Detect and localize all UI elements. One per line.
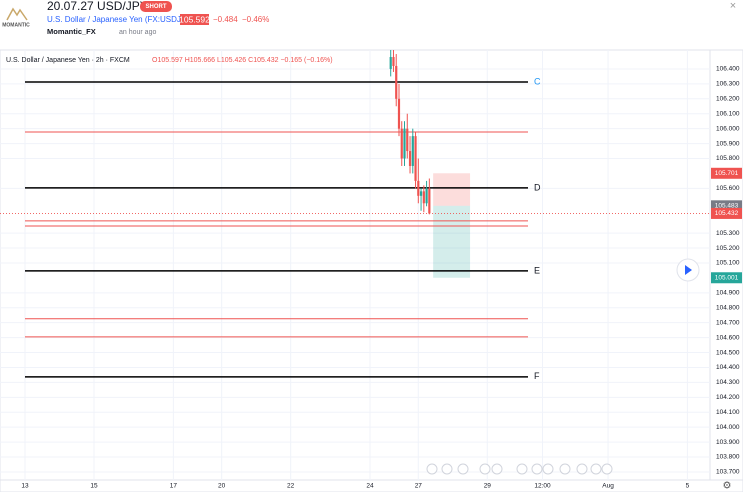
target-zone xyxy=(433,205,471,278)
y-tick-label: 105.100 xyxy=(716,260,740,267)
x-tick-label: 27 xyxy=(415,483,423,490)
price-box xyxy=(180,14,209,25)
event-icon xyxy=(491,463,503,475)
candle-body xyxy=(395,65,398,99)
event-icon xyxy=(457,463,469,475)
price-tag-text: 105.432 xyxy=(715,210,739,217)
logo: MOMANTIC xyxy=(2,7,30,28)
play-icon xyxy=(685,265,692,275)
x-tick-label: 29 xyxy=(484,483,492,490)
y-tick-label: 105.900 xyxy=(716,140,740,147)
candle-body xyxy=(403,128,406,159)
y-tick-label: 104.100 xyxy=(716,409,740,416)
y-tick-label: 105.200 xyxy=(716,245,740,252)
logo-text: MOMANTIC xyxy=(2,22,30,28)
price-tag xyxy=(711,207,742,219)
ohlc-legend: O105.597 H105.666 L105.426 C105.432 −0.1… xyxy=(152,57,333,64)
y-tick-label: 106.000 xyxy=(716,125,740,132)
event-icon xyxy=(542,463,554,475)
close-icon[interactable]: × xyxy=(730,0,736,12)
x-tick-label: 22 xyxy=(287,483,295,490)
y-tick-label: 104.500 xyxy=(716,349,740,356)
event-icon xyxy=(479,463,491,475)
badge-text: SHORT xyxy=(146,4,167,10)
y-tick-label: 104.300 xyxy=(716,379,740,386)
price-tag-text: 105.701 xyxy=(715,170,739,177)
x-tick-label: 5 xyxy=(686,483,690,490)
chart-legend-title: U.S. Dollar / Japanese Yen · 2h · FXCM xyxy=(6,57,130,64)
y-tick-label: 104.400 xyxy=(716,364,740,371)
x-tick-label: Aug xyxy=(602,483,614,490)
symbol-link[interactable]: U.S. Dollar / Japanese Yen (FX:USDJPY) xyxy=(47,15,195,24)
y-tick-label: 104.800 xyxy=(716,304,740,311)
y-tick-label: 103.900 xyxy=(716,439,740,446)
change: −0.484 xyxy=(213,15,238,24)
candle-body xyxy=(408,151,412,166)
event-icon xyxy=(576,463,588,475)
y-tick-label: 105.600 xyxy=(716,185,740,192)
y-tick-label: 106.400 xyxy=(716,66,740,73)
candle-body xyxy=(392,57,395,66)
x-tick-label: 17 xyxy=(170,483,178,490)
price-tag xyxy=(711,200,742,212)
event-icon xyxy=(590,463,602,475)
y-tick-label: 105.300 xyxy=(716,230,740,237)
x-tick-label: 13 xyxy=(21,483,29,490)
y-tick-label: 106.100 xyxy=(716,110,740,117)
event-icon xyxy=(441,463,453,475)
y-tick-label: 106.300 xyxy=(716,81,740,88)
candle-body xyxy=(397,98,401,129)
change-pct: −0.46% xyxy=(242,15,269,24)
plot xyxy=(0,50,710,480)
event-icon xyxy=(516,463,528,475)
y-tick-label: 104.000 xyxy=(716,424,740,431)
candle-body xyxy=(411,136,414,166)
y-tick-label: 106.200 xyxy=(716,96,740,103)
y-tick-label: 104.200 xyxy=(716,394,740,401)
idea-title: 20.07.27 USD/JPY xyxy=(47,0,148,13)
y-tick-label: 103.700 xyxy=(716,469,740,476)
price-tag xyxy=(711,272,742,284)
stop-zone xyxy=(433,173,471,206)
event-icon xyxy=(426,463,438,475)
price-tag xyxy=(711,167,742,179)
price-tag-text: 105.001 xyxy=(715,274,739,281)
x-tick-label: 12:00 xyxy=(534,483,551,490)
y-tick-label: 104.600 xyxy=(716,334,740,341)
candle-body xyxy=(417,180,420,196)
x-tick-label: 20 xyxy=(218,483,226,490)
y-tick-label: 105.800 xyxy=(716,155,740,162)
candle-body xyxy=(422,191,425,204)
candle-body xyxy=(428,188,431,214)
candle-body xyxy=(425,188,428,204)
price: 105.592 xyxy=(179,14,210,24)
author[interactable]: Momantic_FX xyxy=(47,27,96,36)
x-tick-label: 15 xyxy=(90,483,98,490)
settings-icon[interactable]: ⚙ xyxy=(723,481,732,492)
x-tick-label: 24 xyxy=(366,483,374,490)
candle-body xyxy=(406,128,409,152)
candle-body xyxy=(414,136,417,181)
level-label: E xyxy=(534,265,540,275)
candle-body xyxy=(419,191,423,196)
time: an hour ago xyxy=(119,29,156,36)
candle-body xyxy=(389,57,392,69)
price-tag-text: 105.483 xyxy=(715,203,739,210)
candle-body xyxy=(400,128,403,159)
y-tick-label: 103.800 xyxy=(716,454,740,461)
level-label: C xyxy=(534,76,541,86)
level-label: F xyxy=(534,371,540,381)
y-tick-label: 104.900 xyxy=(716,290,740,297)
level-label: D xyxy=(534,182,541,192)
event-icon xyxy=(559,463,571,475)
event-icon xyxy=(601,463,613,475)
badge xyxy=(140,1,172,12)
event-icon xyxy=(531,463,543,475)
y-tick-label: 104.700 xyxy=(716,319,740,326)
